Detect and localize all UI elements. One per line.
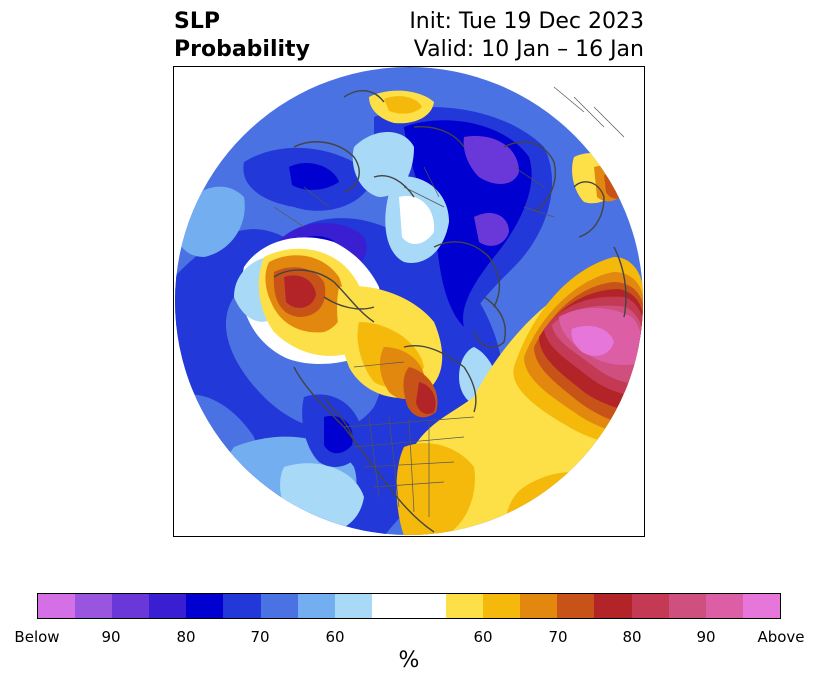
colorbar-segment bbox=[260, 594, 298, 618]
tick-label: 90 bbox=[101, 628, 121, 646]
date-block: Init: Tue 19 Dec 2023 Valid: 10 Jan – 16… bbox=[409, 8, 644, 64]
colorbar-segment bbox=[520, 594, 558, 618]
title-line2: Probability bbox=[174, 37, 310, 62]
tick-label: Below bbox=[14, 628, 60, 646]
init-date: Init: Tue 19 Dec 2023 bbox=[409, 9, 644, 34]
tick-label: 70 bbox=[250, 628, 270, 646]
tick-label: 90 bbox=[696, 628, 716, 646]
colorbar-segment bbox=[186, 594, 224, 618]
colorbar-segment bbox=[483, 594, 521, 618]
colorbar-segment bbox=[557, 594, 595, 618]
colorbar-segment bbox=[297, 594, 335, 618]
title-block: SLP Probability bbox=[174, 8, 310, 64]
tick-label: 80 bbox=[622, 628, 642, 646]
colorbar-segment bbox=[631, 594, 669, 618]
tick-label: Above bbox=[757, 628, 805, 646]
tick-label: 70 bbox=[548, 628, 568, 646]
valid-date: Valid: 10 Jan – 16 Jan bbox=[413, 37, 644, 62]
colorbar-segment bbox=[668, 594, 706, 618]
colorbar-segment bbox=[112, 594, 150, 618]
colorbar-segment bbox=[38, 594, 76, 618]
probability-map bbox=[173, 66, 645, 537]
colorbar-segment bbox=[705, 594, 743, 618]
colorbar-segment bbox=[446, 594, 484, 618]
tick-label: 60 bbox=[325, 628, 345, 646]
borders bbox=[273, 86, 625, 517]
probability-field bbox=[175, 67, 643, 535]
colorbar-segment bbox=[371, 594, 447, 618]
tick-label: 60 bbox=[473, 628, 493, 646]
title-line1: SLP bbox=[174, 9, 220, 34]
tick-label: 80 bbox=[176, 628, 196, 646]
colorbar-segment bbox=[742, 594, 780, 618]
colorbar bbox=[37, 593, 781, 619]
colorbar-unit-label: % bbox=[398, 648, 420, 673]
colorbar-segment bbox=[334, 594, 372, 618]
map-svg bbox=[175, 67, 643, 535]
colorbar-segment bbox=[223, 594, 261, 618]
colorbar-segment bbox=[594, 594, 632, 618]
colorbar-segment bbox=[75, 594, 113, 618]
colorbar-segment bbox=[149, 594, 187, 618]
coastlines bbox=[273, 90, 627, 533]
